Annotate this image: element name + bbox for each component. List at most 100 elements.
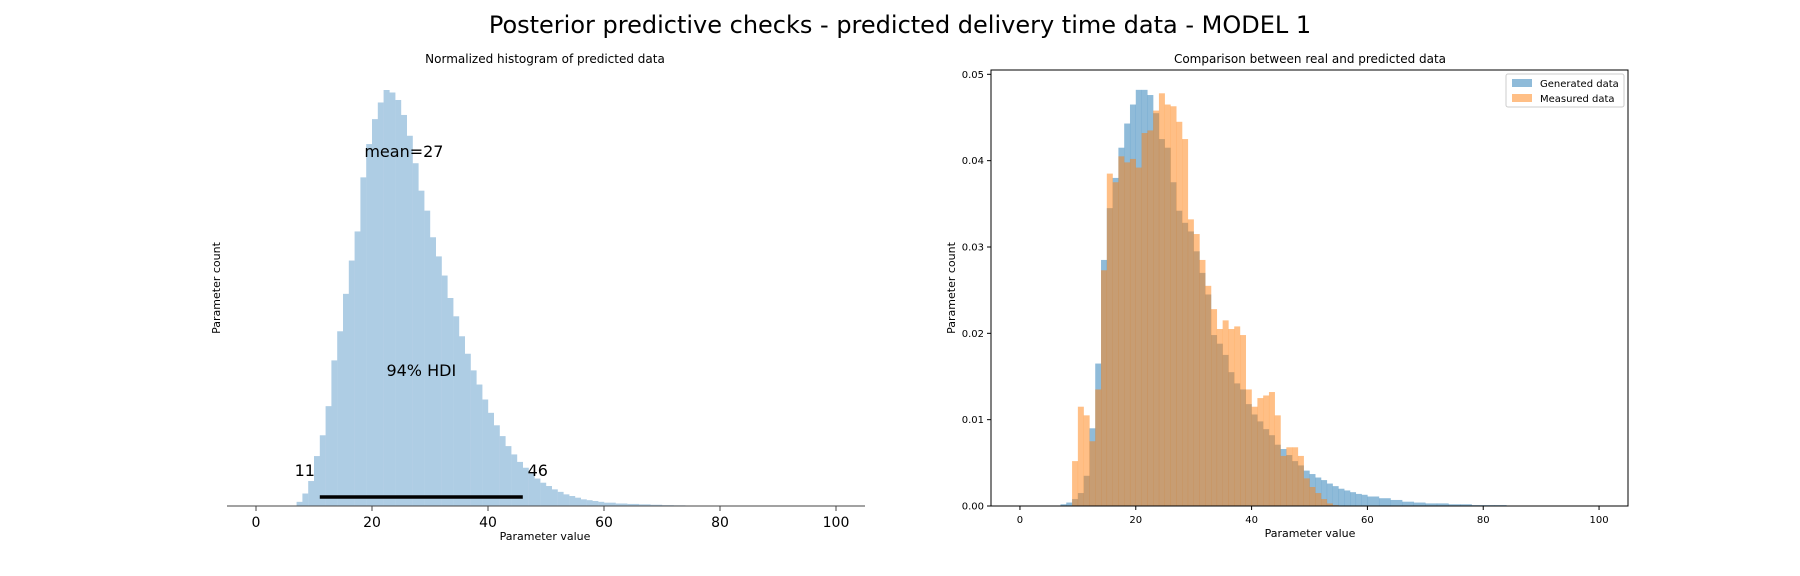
histogram-bar (331, 360, 338, 506)
measured-bar (1170, 106, 1177, 506)
legend-box (1505, 73, 1625, 108)
right-x-ticks: 0 20 40 60 80 100 (1017, 506, 1609, 526)
measured-bar (1077, 406, 1084, 506)
histogram-bar (453, 316, 460, 506)
histogram-bar (586, 500, 593, 506)
measured-bar (1124, 162, 1131, 507)
histogram-bar (464, 353, 471, 506)
generated-bar (1361, 494, 1368, 506)
generated-bar (1060, 504, 1067, 506)
hdi-label: 94% HDI (386, 361, 456, 380)
histogram-bar (615, 503, 628, 506)
y-tick-label: 0.01 (962, 415, 984, 426)
histogram-bar (412, 163, 419, 506)
legend-label-generated: Generated data (1540, 79, 1619, 90)
y-tick-label: 0.02 (962, 329, 984, 340)
x-tick-label: 80 (1477, 515, 1490, 526)
histogram-bar (447, 298, 454, 506)
measured-bar (1274, 415, 1281, 506)
histogram-bar (569, 496, 576, 506)
histogram-bar (627, 503, 639, 506)
histogram-bar (557, 491, 564, 506)
measured-bar (1182, 139, 1189, 506)
measured-bar (1222, 320, 1229, 506)
left-histogram (296, 90, 773, 507)
histogram-bar (563, 494, 570, 506)
histogram-bar (377, 102, 384, 506)
generated-bar (1066, 502, 1073, 506)
histogram-bar (493, 425, 500, 506)
histogram-bar (522, 467, 529, 506)
right-panel: Comparison between real and predicted da… (945, 52, 1629, 540)
x-tick-label: 20 (363, 515, 381, 531)
generated-bar (1355, 493, 1362, 506)
x-tick-label: 20 (1129, 515, 1142, 526)
histogram-bar (366, 144, 373, 506)
measured-bar (1129, 158, 1136, 506)
measured-bar (1164, 104, 1171, 506)
measured-bar (1216, 329, 1223, 506)
measured-bar (1309, 487, 1316, 506)
x-tick-label: 0 (252, 515, 261, 531)
measured-bar (1135, 167, 1142, 506)
generated-bar (1402, 501, 1414, 506)
measured-bar (1286, 447, 1293, 506)
histogram-bar (383, 90, 390, 506)
histogram-bar (534, 478, 541, 506)
histogram-bar (517, 461, 523, 506)
measured-bar (1297, 455, 1304, 506)
measured-bar (1280, 455, 1287, 506)
measured-bar (1303, 478, 1310, 506)
measured-bar (1292, 447, 1299, 506)
measured-bar (1158, 93, 1165, 507)
histogram-bar (395, 99, 402, 506)
histogram-bar (354, 231, 361, 506)
histogram-bar (546, 486, 552, 506)
measured-bar (1268, 392, 1275, 506)
histogram-bar (482, 399, 489, 506)
right-y-ticks: 0.00 0.01 0.02 0.03 0.04 0.05 (962, 70, 991, 513)
histogram-bar (389, 92, 396, 506)
histogram-bar (575, 497, 581, 506)
measured-bar (1095, 389, 1102, 506)
generated-bar (1326, 483, 1333, 506)
histogram-bar (470, 370, 477, 506)
histogram-bar (418, 190, 425, 506)
generated-bar (1460, 504, 1472, 506)
histogram-bar (296, 501, 303, 506)
histogram-bar (488, 412, 494, 506)
right-xlabel: Parameter value (1265, 527, 1356, 540)
histogram-bar (511, 454, 518, 506)
histogram-bar (592, 501, 599, 506)
legend-swatch-generated (1512, 79, 1532, 87)
generated-bar (1367, 496, 1380, 506)
x-tick-label: 40 (1245, 515, 1258, 526)
x-tick-label: 60 (1361, 515, 1374, 526)
histogram-bar (302, 493, 309, 506)
measured-bar (1321, 499, 1328, 506)
left-x-ticks: 0 20 40 60 80 100 (252, 506, 850, 531)
histogram-bar (441, 275, 448, 506)
left-xlabel: Parameter value (500, 530, 591, 543)
measured-bar (1147, 130, 1154, 506)
x-tick-label: 0 (1017, 515, 1023, 526)
legend-label-measured: Measured data (1540, 94, 1615, 105)
generated-bar (1425, 503, 1438, 506)
histogram-bar (424, 210, 431, 506)
measured-bar (1176, 121, 1183, 507)
measured-histogram (1072, 93, 1339, 507)
measured-bar (1118, 156, 1125, 506)
measured-bar (1205, 285, 1212, 506)
histogram-bar (540, 482, 547, 506)
legend: Generated data Measured data (1505, 73, 1625, 108)
generated-bar (1448, 504, 1461, 506)
measured-bar (1228, 329, 1235, 506)
generated-bar (1413, 502, 1426, 506)
histogram-bar (435, 256, 442, 506)
measured-bar (1106, 173, 1113, 507)
legend-swatch-measured (1512, 94, 1532, 102)
measured-bar (1326, 503, 1333, 506)
x-tick-label: 100 (823, 515, 850, 531)
measured-bar (1193, 234, 1200, 506)
